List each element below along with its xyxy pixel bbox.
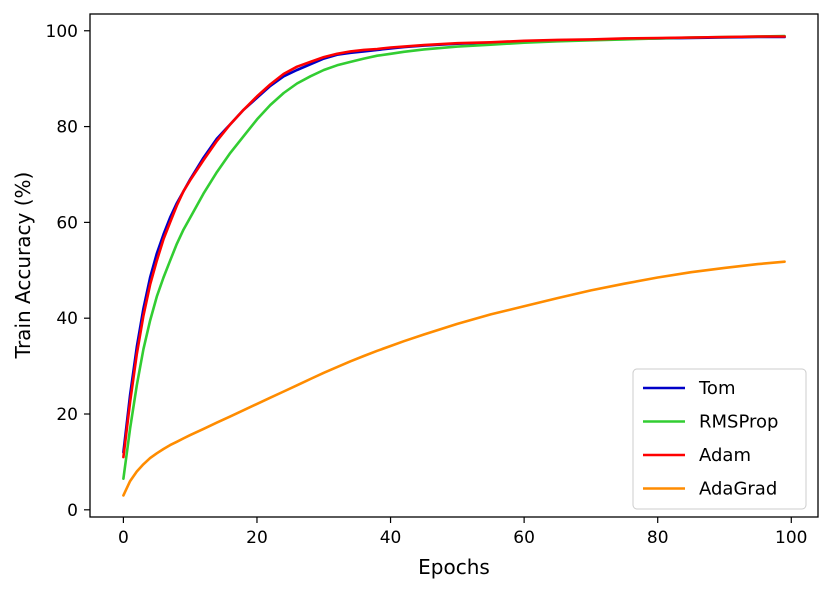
- legend-label-tom: Tom: [698, 378, 735, 399]
- series-layer: [122, 34, 786, 497]
- x-axis-label: Epochs: [418, 555, 490, 579]
- y-tick-label: 20: [56, 405, 78, 425]
- legend: Tom RMSProp Adam AdaGrad: [632, 368, 807, 510]
- x-tick-label: 0: [118, 528, 129, 548]
- y-tick-label: 60: [56, 213, 78, 233]
- legend-box: [632, 368, 807, 510]
- x-axis-ticks: 0 20 40 60 80 100: [118, 517, 808, 548]
- y-tick-label: 40: [56, 309, 78, 329]
- x-tick-label: 40: [380, 528, 402, 548]
- y-axis-ticks: 0 20 40 60 80 100: [46, 22, 90, 521]
- plot-frame: [89, 13, 819, 518]
- y-tick-label: 80: [56, 118, 78, 138]
- y-tick-label: 100: [46, 22, 78, 42]
- series-line-adam: [122, 35, 786, 459]
- y-axis-label: Train Accuracy (%): [11, 172, 35, 360]
- legend-label-adam: Adam: [699, 445, 751, 466]
- x-tick-label: 80: [647, 528, 669, 548]
- x-tick-label: 100: [775, 528, 807, 548]
- x-tick-label: 60: [513, 528, 535, 548]
- y-tick-label: 0: [67, 501, 78, 521]
- x-tick-label: 20: [246, 528, 268, 548]
- legend-label-adagrad: AdaGrad: [699, 479, 777, 500]
- series-line-adagrad: [122, 260, 786, 497]
- legend-label-rmsprop: RMSProp: [699, 412, 778, 433]
